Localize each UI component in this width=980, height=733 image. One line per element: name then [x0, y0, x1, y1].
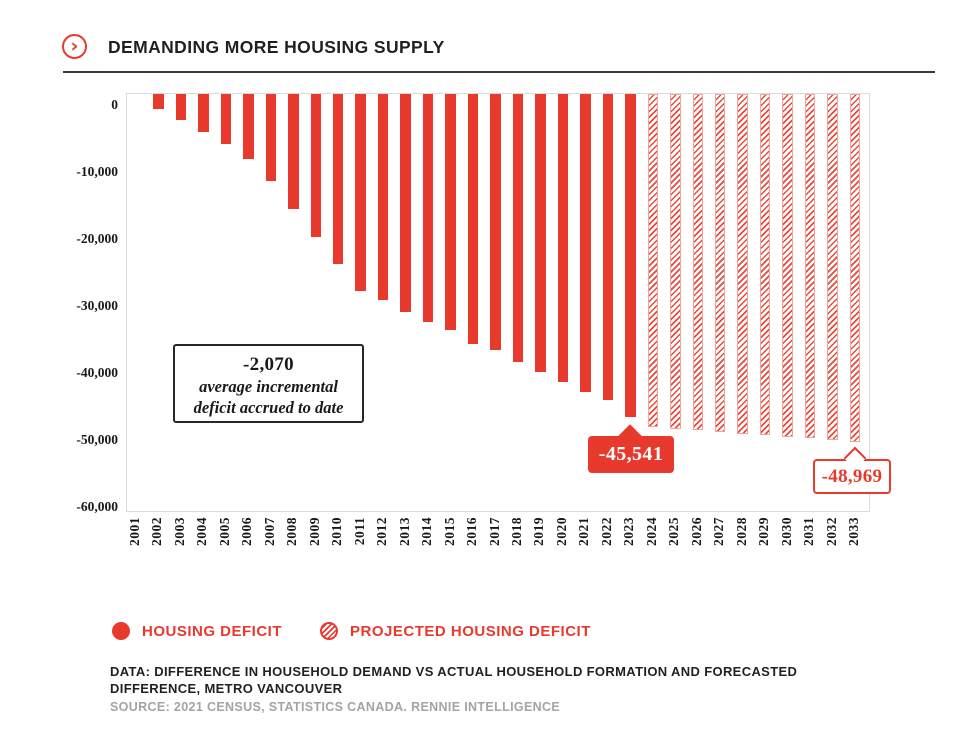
bar-2014	[422, 94, 434, 322]
x-tick-label-2030: 2030	[778, 517, 794, 546]
bar-2006	[243, 94, 254, 160]
y-tick-label: -20,000	[76, 230, 118, 246]
bar-2013	[400, 94, 411, 312]
x-tick-label-2025: 2025	[666, 517, 682, 546]
bar-2009	[310, 94, 321, 237]
bar-2025	[670, 94, 681, 429]
x-tick-label-2017: 2017	[486, 517, 502, 546]
plot-area: -2,070 average incremental deficit accru…	[126, 93, 891, 512]
x-tick-label-2008: 2008	[284, 517, 300, 546]
x-tick-label-2007: 2007	[261, 517, 277, 546]
x-tick-label-2019: 2019	[531, 517, 547, 546]
x-tick-label-2027: 2027	[711, 517, 727, 546]
bar-2029	[759, 94, 771, 436]
annotation-caption-line1: average incremental	[199, 377, 338, 396]
source-note: SOURCE: 2021 CENSUS, STATISTICS CANADA. …	[110, 700, 561, 714]
legend-item-projected-housing-deficit: PROJECTED HOUSING DEFICIT	[320, 622, 591, 640]
x-tick-label-2001: 2001	[127, 517, 142, 546]
bar-2027	[714, 94, 726, 432]
x-tick-label-2028: 2028	[733, 517, 749, 546]
x-tick-label-2013: 2013	[396, 517, 412, 546]
bar-2021	[580, 94, 591, 393]
legend: HOUSING DEFICIT PROJECTED HOUSING DEFICI…	[112, 622, 591, 640]
y-axis-labels: 0 -10,000 -20,000 -30,000 -40,000 -50,000 -60,…	[30, 93, 118, 514]
x-tick-label-2010: 2010	[329, 517, 345, 546]
callout-2023: -45,541	[588, 436, 674, 473]
bar-2012	[377, 94, 389, 300]
x-tick-label-2024: 2024	[643, 517, 659, 546]
x-tick-label-2023: 2023	[621, 517, 637, 546]
x-tick-label-2014: 2014	[419, 517, 435, 546]
bar-2020	[557, 94, 569, 382]
x-tick-label-2031: 2031	[801, 517, 817, 546]
bar-2033	[849, 94, 861, 442]
data-note-line2: DIFFERENCE, METRO VANCOUVER	[110, 681, 343, 696]
bar-2003	[175, 94, 187, 121]
page-title: DEMANDING MORE HOUSING SUPPLY	[108, 37, 445, 57]
bar-2024	[647, 94, 659, 427]
bar-2030	[782, 94, 793, 437]
x-tick-label-2009: 2009	[306, 517, 322, 546]
x-tick-label-2022: 2022	[598, 517, 614, 546]
annotation-number: -2,070	[243, 354, 294, 375]
x-tick-label-2016: 2016	[464, 517, 480, 546]
circle-chevron-right-icon: ›	[62, 34, 87, 59]
hatched-red-circle-icon	[320, 622, 339, 640]
bar-2017	[490, 94, 501, 350]
chevron-glyph: ›	[70, 34, 79, 57]
bar-2004	[198, 94, 209, 133]
bar-2002	[153, 94, 164, 109]
x-tick-label-2021: 2021	[576, 517, 592, 546]
x-tick-label-2029: 2029	[756, 517, 772, 546]
x-tick-label-2011: 2011	[351, 517, 367, 546]
bar-2031	[804, 94, 816, 439]
title-divider	[63, 71, 935, 73]
x-tick-label-2015: 2015	[441, 517, 457, 546]
x-axis-labels: 2001 2002 2003 2004 2005 2006 2007 2008 2009 2010…	[126, 517, 870, 569]
bar-2018	[512, 94, 524, 362]
x-tick-label-2032: 2032	[823, 517, 839, 546]
bar-2032	[827, 94, 838, 441]
x-tick-label-2026: 2026	[688, 517, 704, 546]
y-tick-label: -30,000	[76, 297, 118, 313]
bar-2010	[332, 94, 344, 264]
solid-red-circle-icon	[112, 622, 130, 640]
bar-2015	[445, 94, 456, 330]
x-tick-label-2004: 2004	[194, 517, 210, 546]
y-tick-label: -10,000	[76, 163, 118, 179]
legend-label: HOUSING DEFICIT	[142, 622, 283, 640]
bar-2023	[625, 94, 636, 418]
callout-2033-value: -48,969	[821, 465, 883, 487]
footer: DATA: DIFFERENCE IN HOUSEHOLD DEMAND VS …	[110, 663, 910, 714]
bar-2007	[265, 94, 277, 182]
callout-2023-value: -45,541	[598, 443, 664, 465]
annotation-caption-line2: deficit accrued to date	[193, 398, 344, 418]
x-tick-label-2020: 2020	[553, 517, 569, 546]
x-tick-label-2006: 2006	[239, 517, 255, 546]
y-tick-label: -40,000	[76, 364, 118, 380]
legend-item-housing-deficit: HOUSING DEFICIT	[112, 622, 282, 640]
bar-2016	[467, 94, 479, 344]
bar-2008	[288, 94, 299, 210]
bar-2019	[535, 94, 546, 372]
bar-2022	[602, 94, 614, 400]
bar-2011	[355, 94, 366, 291]
legend-label: PROJECTED HOUSING DEFICIT	[350, 622, 591, 640]
y-tick-label: -50,000	[76, 431, 118, 447]
bar-2028	[737, 94, 748, 434]
x-tick-label-2002: 2002	[149, 517, 165, 546]
bar-2026	[692, 94, 703, 431]
average-deficit-annotation: -2,070 average incremental deficit accru…	[173, 344, 364, 423]
x-tick-label-2018: 2018	[508, 517, 524, 546]
y-tick-label: 0	[111, 96, 118, 112]
x-tick-label-2012: 2012	[374, 517, 390, 546]
x-tick-label-2033: 2033	[846, 517, 862, 546]
y-tick-label: -60,000	[76, 498, 118, 514]
x-tick-label-2005: 2005	[216, 517, 232, 546]
data-note-line1: DATA: DIFFERENCE IN HOUSEHOLD DEMAND VS …	[110, 664, 798, 679]
bar-2005	[220, 94, 232, 145]
x-tick-label-2003: 2003	[171, 517, 187, 546]
